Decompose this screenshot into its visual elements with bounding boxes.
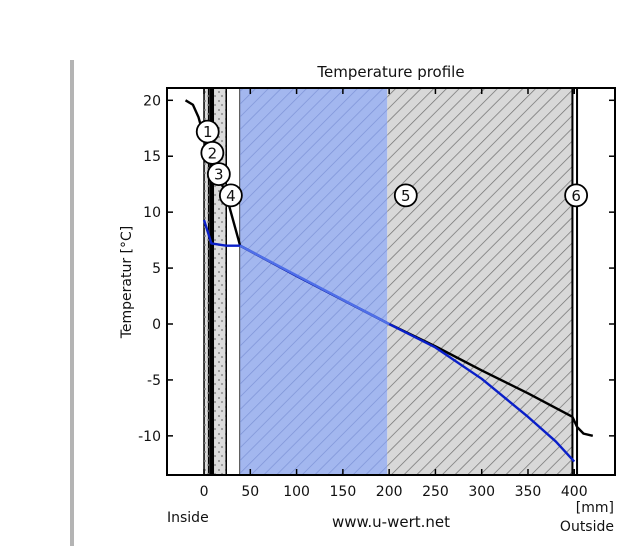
layer-label: 2 bbox=[208, 144, 218, 162]
x-tick-label: 300 bbox=[468, 484, 495, 500]
layer-label-circle bbox=[564, 183, 589, 208]
x-tick-label: 350 bbox=[515, 484, 542, 500]
layer-label-circle bbox=[218, 183, 243, 208]
layer-5b-hatch bbox=[387, 88, 573, 475]
layer-label-circle bbox=[393, 183, 418, 208]
y-tick-label: -5 bbox=[147, 373, 161, 389]
y-axis-label: Temperatur [°C] bbox=[119, 226, 135, 340]
y-tick-label: 5 bbox=[152, 261, 161, 277]
x-tick-label: 200 bbox=[376, 484, 403, 500]
y-tick-label: 0 bbox=[152, 317, 161, 333]
layer-label: 1 bbox=[203, 123, 213, 141]
layer-label-circle bbox=[200, 140, 225, 165]
y-tick-label: 10 bbox=[143, 205, 161, 221]
inside-label: Inside bbox=[167, 510, 209, 526]
x-tick-label: 0 bbox=[200, 484, 209, 500]
layer-label: 3 bbox=[214, 166, 224, 184]
layer-4 bbox=[225, 87, 241, 476]
y-tick-label: 20 bbox=[143, 93, 161, 109]
x-tick-label: 100 bbox=[283, 484, 310, 500]
series-overlap-segment bbox=[239, 244, 390, 326]
y-tick-label: 15 bbox=[143, 149, 161, 165]
y-tick-label: -10 bbox=[138, 429, 161, 445]
x-tick-label: 400 bbox=[561, 484, 588, 500]
layer-label: 5 bbox=[401, 187, 411, 205]
layer-label-circle bbox=[206, 162, 231, 187]
layer-label: 6 bbox=[571, 187, 581, 205]
left-divider bbox=[70, 60, 74, 546]
outside-label: Outside bbox=[560, 519, 614, 535]
x-tick-label: 50 bbox=[241, 484, 259, 500]
layer-2 bbox=[209, 88, 214, 475]
x-tick-label: 150 bbox=[330, 484, 357, 500]
layer-label: 4 bbox=[226, 187, 236, 205]
plot-frame bbox=[166, 87, 616, 476]
x-axis-unit: [mm] bbox=[576, 500, 614, 516]
watermark: www.u-wert.net bbox=[332, 513, 450, 531]
layer-1-dots bbox=[204, 88, 209, 475]
chart-title: Temperature profile bbox=[316, 63, 464, 81]
x-tick-label: 250 bbox=[422, 484, 449, 500]
layer-5-hatch bbox=[240, 88, 388, 475]
